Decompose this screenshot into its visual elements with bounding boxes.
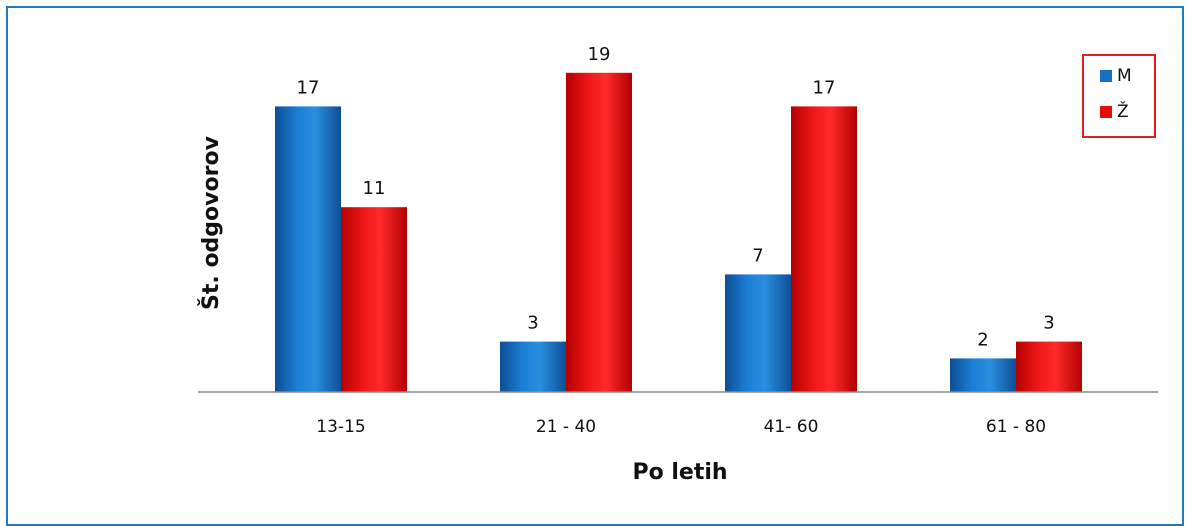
- bar-z-13-15: [341, 207, 407, 392]
- data-label-z-61-80: 3: [1043, 313, 1054, 334]
- bar-z-21-40: [566, 72, 632, 393]
- legend-swatch-z: [1100, 106, 1112, 118]
- x-tick-label-21-40: 21 - 40: [536, 417, 596, 437]
- bar-m-41-60: [725, 274, 791, 392]
- chart-legend: M Ž: [1082, 54, 1156, 138]
- data-label-m-41-60: 7: [752, 245, 763, 266]
- data-label-z-21-40: 19: [588, 44, 611, 65]
- data-label-z-13-15: 11: [363, 178, 386, 199]
- legend-item-m: M: [1100, 66, 1132, 86]
- bar-m-13-15: [275, 106, 341, 393]
- x-tick-label-61-80: 61 - 80: [986, 417, 1046, 437]
- bar-z-41-60: [791, 106, 857, 393]
- x-tick-label-13-15: 13-15: [316, 417, 365, 437]
- legend-label-z: Ž: [1117, 102, 1129, 122]
- data-label-z-41-60: 17: [813, 77, 836, 98]
- x-tick-label-41-60: 41- 60: [764, 417, 819, 437]
- legend-label-m: M: [1117, 66, 1132, 86]
- y-axis-title: Št. odgovorov: [198, 135, 224, 310]
- data-label-m-61-80: 2: [977, 329, 988, 350]
- x-axis-title: Po letih: [632, 460, 727, 485]
- bar-m-21-40: [500, 341, 566, 392]
- bar-m-61-80: [950, 358, 1016, 392]
- data-label-m-21-40: 3: [527, 313, 538, 334]
- data-label-m-13-15: 17: [297, 77, 320, 98]
- legend-swatch-m: [1100, 70, 1112, 82]
- bar-z-61-80: [1016, 341, 1082, 392]
- legend-item-z: Ž: [1100, 102, 1129, 122]
- bar-chart: 17 11 3 19 7 17 2 3 13-15 21 - 40 41- 60 61 - 80 P…: [198, 44, 1158, 485]
